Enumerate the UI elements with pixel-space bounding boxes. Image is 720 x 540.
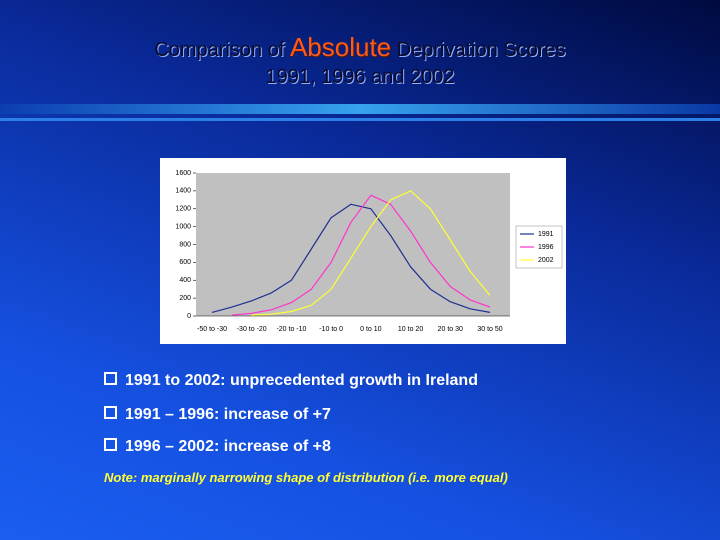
note: Note: marginally narrowing shape of dist… [104,470,508,485]
chart-frame: 0 200 400 600 800 1000 1200 1400 1600 -50 to -30 -… [160,158,566,344]
series-line [251,190,491,316]
x-tick-label: -30 to -20 [237,326,267,333]
y-tick-label: 1600 [175,170,191,177]
legend-label: 1996 [538,244,554,251]
title-text: Comparison of [154,39,285,61]
chart: 0 200 400 600 800 1000 1200 1400 1600 -50 to -30 -… [175,170,563,333]
legend-label: 2002 [538,257,554,264]
y-tick-label: 0 [187,313,191,320]
y-tick-label: 1200 [175,206,191,213]
slide-title: Comparison of Absolute Deprivation Score… [0,32,720,63]
y-tick-label: 400 [179,277,191,284]
x-tick-label: -50 to -30 [197,326,227,333]
series-line [231,194,491,316]
bullet: 1991 to 2002: unprecedented growth in Ir… [104,372,478,390]
title-emphasis: Absolute [289,32,392,62]
x-tick-label: 0 to 10 [360,326,382,333]
slide-subtitle: 1991, 1996 and 2002 [265,66,455,88]
legend-label: 1991 [538,231,554,238]
y-tick-label: 800 [179,241,191,248]
series-line [211,203,491,313]
y-tick-label: 1400 [175,188,191,195]
y-tick-label: 200 [179,295,191,302]
y-tick-label: 1000 [175,223,191,230]
x-tick-label: 30 to 50 [477,326,502,333]
x-tick-label: 20 to 30 [438,326,463,333]
title-text: Deprivation Scores [396,39,566,61]
x-tick-label: -10 to 0 [319,326,343,333]
bullet: 1991 – 1996: increase of +7 [104,406,331,424]
y-tick-label: 600 [179,259,191,266]
x-tick-label: -20 to -10 [276,326,306,333]
x-tick-label: 10 to 20 [398,326,423,333]
bullet: 1996 – 2002: increase of +8 [104,438,331,456]
divider [0,104,720,114]
divider [0,118,720,121]
